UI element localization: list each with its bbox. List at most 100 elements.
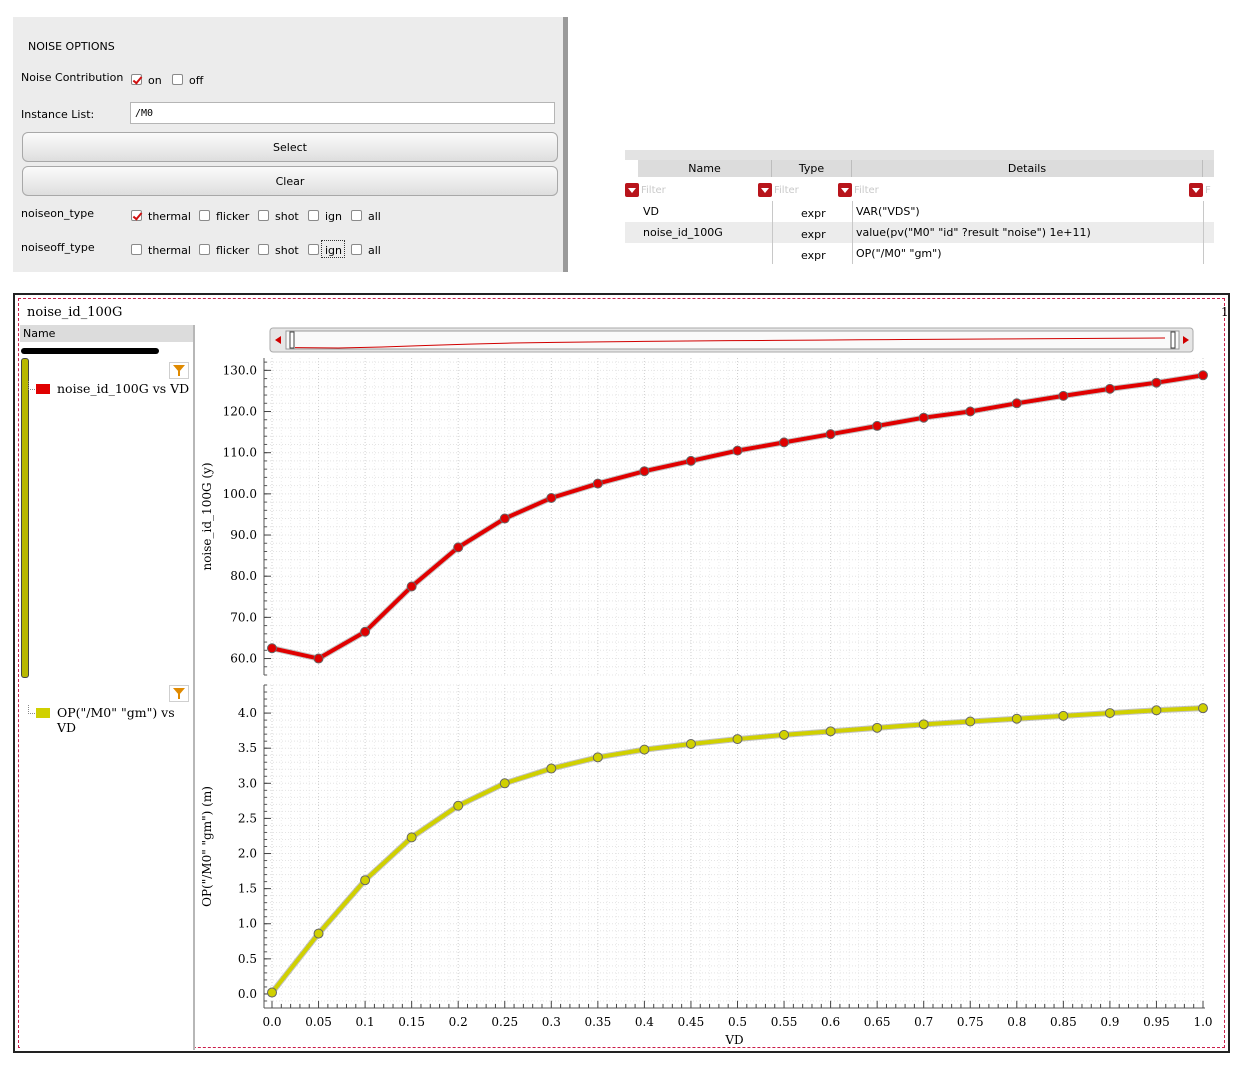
- scrollbar-thumb[interactable]: [285, 330, 1180, 350]
- data-point: [313, 653, 324, 664]
- scrollbar-right-handle[interactable]: [1170, 331, 1176, 349]
- column-header-type[interactable]: Type: [772, 160, 852, 177]
- column-separator: [772, 201, 773, 264]
- column-header-name[interactable]: Name: [638, 160, 772, 177]
- y-tick-label: 1.0: [238, 917, 257, 931]
- filter-dropdown-icon[interactable]: [838, 183, 852, 197]
- y-tick-label: 60.0: [230, 652, 257, 666]
- contribution-off-label: off: [189, 74, 204, 87]
- filter-extra-input[interactable]: F: [1205, 185, 1211, 196]
- data-point: [1058, 710, 1069, 721]
- data-point: [779, 437, 790, 448]
- table-row[interactable]: noise_id_100G expr value(pv("M0" "id" ?r…: [625, 222, 1214, 243]
- waveform-title: noise_id_100G: [27, 305, 123, 320]
- scroll-left-arrow-icon[interactable]: [275, 336, 281, 344]
- filter-dropdown-icon[interactable]: [758, 183, 772, 197]
- filter-dropdown-icon[interactable]: [1189, 183, 1203, 197]
- legend-scrollbar[interactable]: [21, 348, 159, 354]
- clear-button[interactable]: Clear: [22, 166, 558, 196]
- data-point: [1011, 398, 1022, 409]
- y-axis-label: noise_id_100G (y): [200, 462, 214, 570]
- instance-list-input[interactable]: [130, 102, 555, 124]
- data-point: [732, 734, 743, 745]
- legend-pane: Name noise_id_100G vs VD OP("/M0" "gm") …: [20, 325, 195, 1050]
- row-details: OP("/M0" "gm"): [856, 247, 942, 260]
- noiseoff-ign-checkbox[interactable]: [308, 244, 319, 255]
- contribution-on-checkbox[interactable]: [131, 74, 142, 85]
- y-tick-label: 70.0: [230, 610, 257, 624]
- x-tick-label: 0.4: [635, 1015, 654, 1029]
- x-tick-label: 0.6: [821, 1015, 840, 1029]
- x-tick-label: 0.95: [1143, 1015, 1170, 1029]
- data-point: [313, 928, 324, 939]
- noiseoff-thermal-checkbox[interactable]: [131, 244, 142, 255]
- filter-icon[interactable]: [169, 362, 189, 379]
- x-tick-label: 0.3: [542, 1015, 561, 1029]
- data-point: [592, 478, 603, 489]
- data-point: [1198, 370, 1208, 381]
- noiseon-flicker-checkbox[interactable]: [199, 210, 210, 221]
- noiseoff-shot-checkbox[interactable]: [258, 244, 269, 255]
- x-tick-label: 0.0: [262, 1015, 281, 1029]
- y-axis-label: OP("/M0" "gm") (m): [200, 786, 214, 907]
- x-tick-label: 0.8: [1007, 1015, 1026, 1029]
- data-point: [499, 513, 510, 524]
- legend-swatch-red: [36, 384, 50, 394]
- scrollbar-left-handle[interactable]: [289, 331, 295, 349]
- table-row[interactable]: VD expr VAR("VDS"): [625, 201, 1214, 222]
- expression-table: Name Type Details Filter Filter Filter F…: [625, 150, 1214, 265]
- data-point: [1198, 703, 1208, 714]
- focus-ring: [321, 240, 345, 258]
- data-point: [779, 729, 790, 740]
- legend-item-gm[interactable]: OP("/M0" "gm") vs VD: [57, 705, 175, 735]
- x-tick-label: 0.85: [1050, 1015, 1077, 1029]
- noiseon-all-checkbox[interactable]: [351, 210, 362, 221]
- x-tick-label: 0.25: [491, 1015, 518, 1029]
- tree-connector: [28, 705, 37, 714]
- x-tick-label: 0.65: [864, 1015, 891, 1029]
- column-header-details[interactable]: Details: [852, 160, 1203, 177]
- noiseon-thermal-label: thermal: [148, 210, 191, 223]
- column-separator: [852, 201, 853, 264]
- data-point: [546, 763, 557, 774]
- noiseon-thermal-checkbox[interactable]: [131, 210, 142, 221]
- x-tick-label: 1.0: [1193, 1015, 1212, 1029]
- y-tick-label: 80.0: [230, 569, 257, 583]
- filter-name-input[interactable]: Filter: [641, 185, 666, 196]
- data-point: [360, 875, 371, 886]
- legend-item-noise[interactable]: noise_id_100G vs VD: [57, 381, 190, 396]
- contribution-off-checkbox[interactable]: [172, 74, 183, 85]
- select-button[interactable]: Select: [22, 132, 558, 162]
- data-point: [453, 542, 464, 553]
- x-zoom-scrollbar[interactable]: [269, 327, 1194, 353]
- filter-type-input[interactable]: Filter: [774, 185, 799, 196]
- noiseon-shot-checkbox[interactable]: [258, 210, 269, 221]
- filter-icon[interactable]: [169, 685, 189, 702]
- noise-options-title: NOISE OPTIONS: [28, 40, 115, 53]
- row-type: expr: [801, 207, 826, 220]
- filter-dropdown-icon[interactable]: [625, 183, 639, 197]
- waveform-chart[interactable]: 60.0 70.0 80.0 90.0 100.0 110.0 120.0 130.0 nois…: [195, 320, 1225, 1050]
- filter-details-input[interactable]: Filter: [854, 185, 879, 196]
- noiseon-ign-checkbox[interactable]: [308, 210, 319, 221]
- data-point: [639, 744, 650, 755]
- row-type: expr: [801, 228, 826, 241]
- y-tick-label: 110.0: [223, 446, 257, 460]
- contribution-on-label: on: [148, 74, 162, 87]
- table-top-band: [625, 150, 1214, 160]
- data-point: [1011, 713, 1022, 724]
- y-tick-label: 0.5: [238, 952, 257, 966]
- noiseoff-type-label: noiseoff_type: [21, 241, 95, 254]
- scroll-right-arrow-icon[interactable]: [1183, 336, 1189, 344]
- noiseoff-all-checkbox[interactable]: [351, 244, 362, 255]
- table-row[interactable]: expr OP("/M0" "gm"): [625, 243, 1214, 264]
- y-tick-label: 4.0: [238, 706, 257, 720]
- strip-group-bar[interactable]: [21, 358, 29, 678]
- noiseoff-shot-label: shot: [275, 244, 299, 257]
- noiseoff-flicker-checkbox[interactable]: [199, 244, 210, 255]
- data-point: [825, 726, 836, 737]
- x-tick-label: 0.75: [957, 1015, 984, 1029]
- noiseon-shot-label: shot: [275, 210, 299, 223]
- x-tick-label: 0.7: [914, 1015, 933, 1029]
- mini-trace: [294, 337, 1166, 349]
